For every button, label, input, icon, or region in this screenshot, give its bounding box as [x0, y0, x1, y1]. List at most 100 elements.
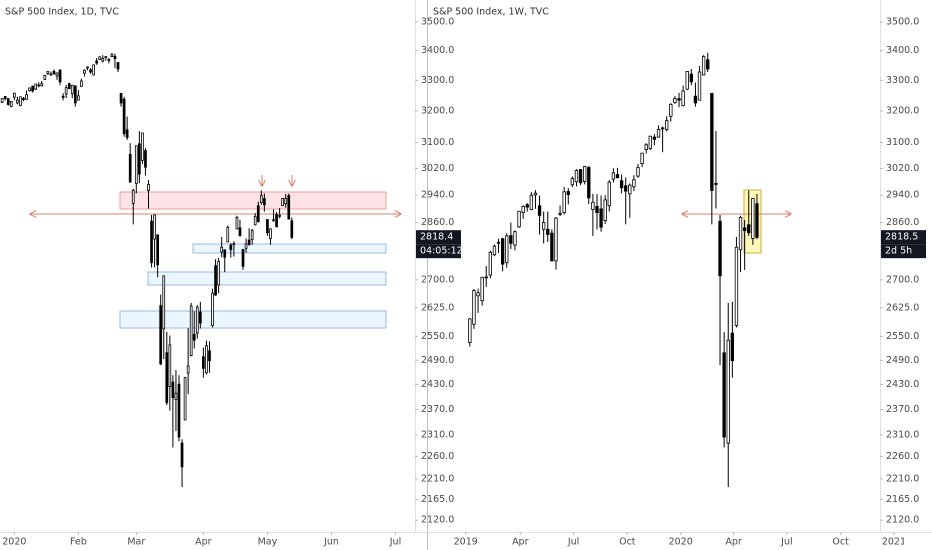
x-tick-label: Mar: [127, 537, 145, 548]
y-tick-label: 3500.0: [886, 16, 919, 27]
candle-body: [611, 172, 616, 180]
candle-body: [726, 339, 730, 444]
x-tick-label: Oct: [832, 537, 849, 548]
candle-body: [599, 208, 603, 228]
candle-body: [122, 98, 126, 134]
candle-body: [615, 174, 620, 179]
candle-body: [656, 129, 661, 138]
candle-body: [6, 98, 10, 105]
candle-body: [211, 292, 214, 326]
x-tick-label: May: [258, 537, 278, 548]
candle-body: [681, 90, 685, 106]
y-tick-label: 2700.0: [886, 274, 919, 285]
candle-body: [574, 170, 579, 183]
y-tick-label: 2310.0: [886, 429, 919, 440]
candles: [0, 52, 294, 488]
candle-body: [55, 72, 59, 77]
countdown-box: [881, 244, 926, 259]
x-tick-label: Jun: [323, 537, 339, 548]
candle-body: [159, 305, 163, 365]
candle-body: [513, 231, 517, 246]
y-tick-label: 2165.0: [886, 494, 919, 505]
candle-body: [70, 84, 74, 95]
y-tick-label: 3200.0: [421, 105, 454, 116]
candle-body: [562, 191, 566, 213]
candle-body: [22, 97, 25, 100]
candle-body: [281, 198, 285, 207]
candle-body: [755, 203, 759, 238]
candle-body: [751, 198, 755, 239]
candle-body: [738, 217, 743, 251]
candle-body: [272, 219, 275, 222]
candle-body: [284, 198, 288, 205]
candle-body: [113, 55, 117, 60]
y-tick-label: 2940.0: [421, 190, 454, 201]
candle-body: [220, 246, 224, 253]
support-zone: [119, 310, 387, 329]
candle-body: [578, 169, 583, 184]
y-tick-label: 3200.0: [886, 105, 919, 116]
candle-body: [28, 87, 31, 92]
candle-body: [275, 214, 278, 228]
candle-body: [706, 59, 710, 70]
y-tick-label: 2625.0: [886, 302, 919, 313]
candle-body: [636, 167, 640, 177]
candle-body: [714, 183, 718, 185]
x-tick-label: Jul: [567, 537, 579, 548]
y-tick-label: 2700.0: [421, 274, 454, 285]
candle-body: [263, 198, 266, 206]
candle-body: [253, 215, 257, 226]
candle-body: [98, 56, 102, 60]
candle-body: [505, 235, 509, 264]
y-tick-label: 2860.0: [886, 217, 919, 228]
candle-body: [496, 241, 501, 244]
drawings: [30, 175, 791, 329]
candle-body: [31, 85, 34, 92]
candle-body: [43, 74, 47, 80]
candle-body: [701, 56, 706, 76]
candle-body: [86, 66, 89, 69]
candle-body: [144, 150, 147, 168]
x-tick-label: Jul: [780, 537, 792, 548]
candle-body: [202, 356, 205, 369]
y-tick-label: 2860.0: [421, 217, 454, 228]
candle-body: [730, 332, 735, 362]
candle-body: [64, 87, 68, 95]
last-price-label: 2818.4: [420, 232, 453, 243]
candle-body: [693, 95, 698, 104]
y-tick-label: 3500.0: [421, 16, 454, 27]
candle-body: [104, 56, 108, 58]
candles: [468, 52, 759, 488]
candle-body: [587, 166, 591, 199]
x-tick-label: Jul: [389, 537, 401, 548]
candle-body: [603, 199, 607, 221]
candle-body: [195, 306, 199, 334]
x-tick-label: Apr: [725, 537, 742, 548]
candle-body: [619, 180, 624, 189]
candle-body: [192, 333, 196, 341]
candle-body: [162, 275, 166, 330]
candle-body: [19, 96, 22, 106]
candle-body: [278, 214, 281, 217]
candle-body: [665, 120, 669, 130]
candle-body: [546, 228, 550, 235]
candle-body: [570, 178, 575, 186]
candle-body: [595, 206, 599, 213]
candle-body: [500, 238, 505, 265]
candle-body: [525, 204, 529, 208]
y-tick-label: 2490.0: [421, 355, 454, 366]
candle-body: [747, 224, 751, 234]
candle-body: [558, 212, 562, 215]
candle-body: [177, 383, 181, 438]
candle-body: [238, 227, 242, 236]
candle-body: [205, 345, 208, 374]
candle-body: [247, 239, 251, 245]
candle-body: [529, 194, 534, 210]
y-tick-label: 2430.0: [421, 379, 454, 390]
candle-body: [165, 352, 169, 404]
candle-body: [110, 54, 114, 57]
x-tick-label: 2020: [2, 537, 26, 548]
candle-body: [171, 381, 175, 399]
candle-body: [186, 365, 190, 374]
candle-body: [67, 83, 71, 89]
